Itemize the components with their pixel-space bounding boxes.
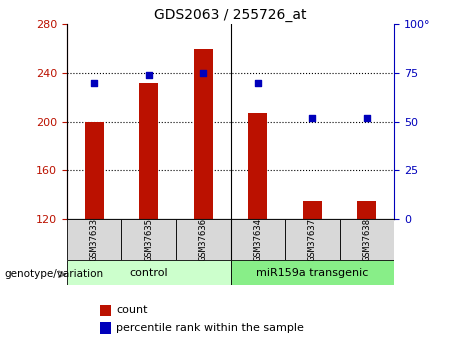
FancyBboxPatch shape <box>67 219 121 260</box>
FancyBboxPatch shape <box>230 219 285 260</box>
FancyBboxPatch shape <box>121 219 176 260</box>
Bar <box>139 83 158 219</box>
Text: count: count <box>116 305 148 315</box>
Text: GSM37636: GSM37636 <box>199 218 208 261</box>
FancyBboxPatch shape <box>340 219 394 260</box>
Text: percentile rank within the sample: percentile rank within the sample <box>116 323 304 333</box>
FancyBboxPatch shape <box>230 260 394 285</box>
Title: GDS2063 / 255726_at: GDS2063 / 255726_at <box>154 8 307 22</box>
FancyBboxPatch shape <box>176 219 230 260</box>
FancyBboxPatch shape <box>67 260 230 285</box>
Text: control: control <box>130 268 168 277</box>
Text: GSM37638: GSM37638 <box>362 218 372 261</box>
Point <box>145 72 152 78</box>
Bar <box>100 305 111 316</box>
Bar <box>84 122 104 219</box>
Point <box>254 80 261 86</box>
Text: GSM37635: GSM37635 <box>144 218 153 261</box>
Point <box>200 70 207 76</box>
Bar <box>100 323 111 334</box>
Point <box>308 115 316 120</box>
Text: miR159a transgenic: miR159a transgenic <box>256 268 368 277</box>
FancyBboxPatch shape <box>285 219 340 260</box>
Bar <box>303 201 322 219</box>
Bar <box>357 201 377 219</box>
Text: GSM37637: GSM37637 <box>308 218 317 261</box>
Text: GSM37633: GSM37633 <box>89 218 99 261</box>
Text: genotype/variation: genotype/variation <box>5 269 104 279</box>
Bar <box>194 49 213 219</box>
Text: GSM37634: GSM37634 <box>253 218 262 261</box>
Point <box>90 80 98 86</box>
Point <box>363 115 371 120</box>
Bar <box>248 113 267 219</box>
